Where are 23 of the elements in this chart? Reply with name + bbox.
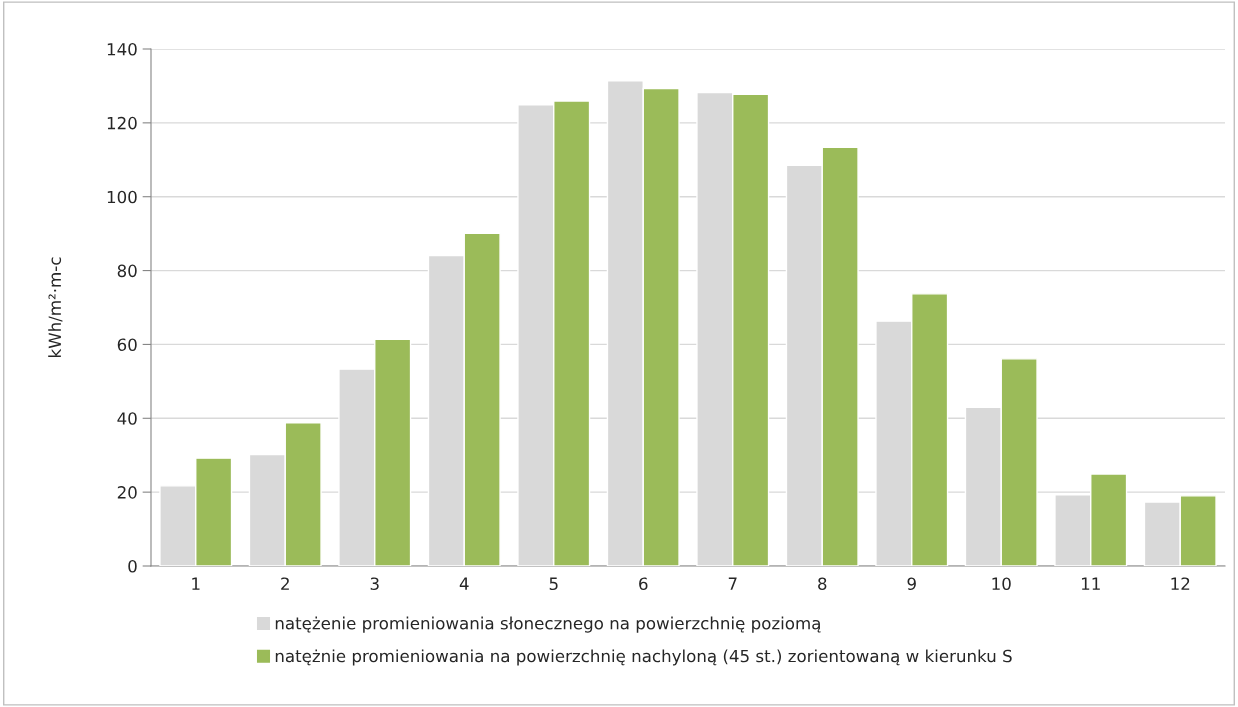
x-tick-label: 8 — [818, 577, 827, 591]
y-tick-label: 120 — [107, 116, 137, 130]
x-tick-label: 6 — [639, 577, 648, 591]
y-tick-label: 0 — [128, 559, 137, 573]
y-tick-label: 80 — [117, 264, 137, 278]
x-tick-label: 9 — [907, 577, 916, 591]
y-axis-title: kWh/m²·m-c — [48, 257, 63, 357]
x-tick-label: 12 — [1171, 577, 1190, 590]
x-tick-label: 2 — [281, 577, 289, 590]
y-tick-label: 140 — [107, 42, 137, 56]
y-tick-label: 20 — [117, 486, 137, 499]
x-tick-label: 10 — [992, 577, 1011, 591]
y-tick-label: 60 — [117, 338, 137, 351]
x-tick-label: 11 — [1081, 577, 1100, 590]
y-tick-label: 40 — [117, 412, 137, 425]
x-tick-label: 3 — [370, 577, 379, 591]
x-tick-label: 5 — [549, 577, 558, 591]
x-tick-label: 1 — [192, 577, 200, 590]
x-tick-label: 7 — [728, 577, 737, 590]
legend-label: natężenie promieniowania słonecznego na powierzchnię poziomą — [275, 616, 821, 633]
y-tick-label: 100 — [107, 190, 137, 204]
x-tick-label: 4 — [459, 577, 469, 590]
legend-label: natężnie promieniowania na powierzchnię nachyloną (45 st.) zorientowaną w kierunku S — [275, 649, 1012, 666]
